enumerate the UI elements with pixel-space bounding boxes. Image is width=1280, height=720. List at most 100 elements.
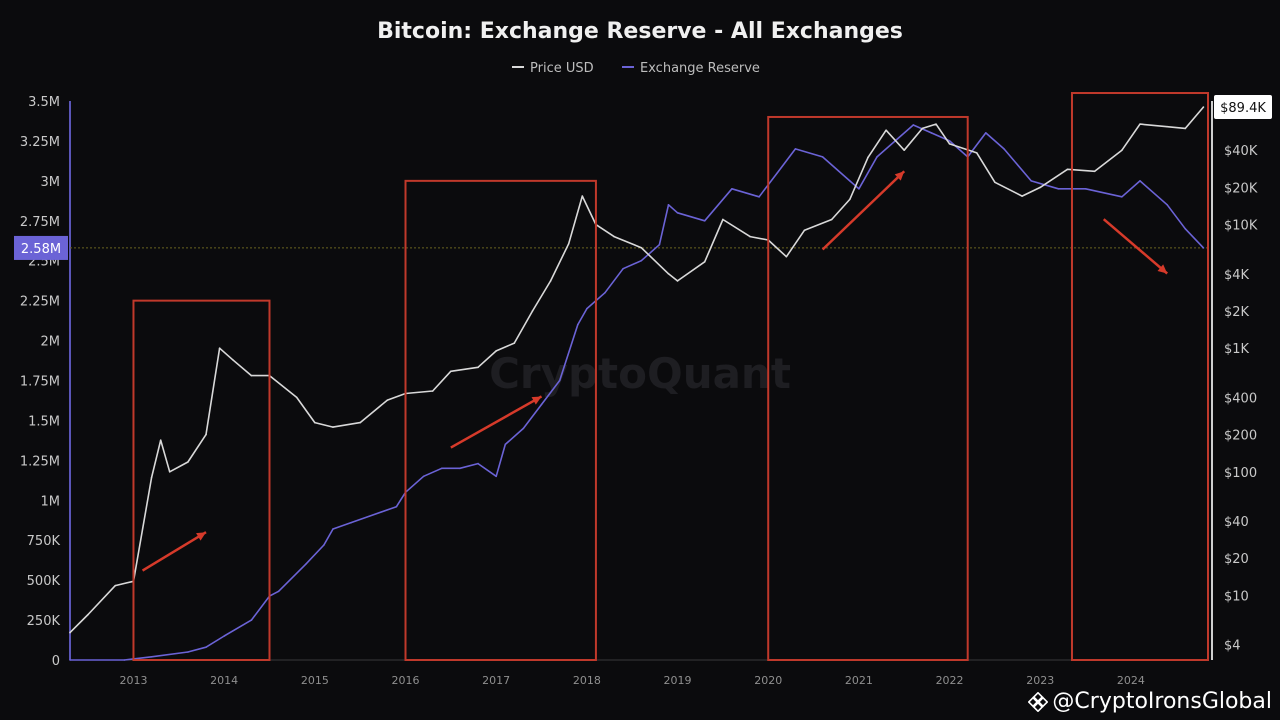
data-point [314, 421, 316, 424]
x-tick-label: 2024 [1117, 674, 1145, 687]
current-value-badges: 2.58M $89.4K [14, 95, 1272, 260]
data-point [540, 403, 543, 406]
data-point [1039, 186, 1042, 189]
right-tick-label: $1K [1224, 342, 1250, 357]
data-point [1184, 127, 1187, 130]
data-point [640, 246, 643, 249]
data-point [513, 342, 516, 344]
data-point [849, 180, 851, 182]
data-point [69, 631, 71, 634]
data-point [395, 505, 398, 508]
watermark: CryptoQuant [489, 349, 791, 398]
data-point [1121, 196, 1123, 198]
data-point [431, 390, 434, 392]
right-tick-label: $20K [1224, 181, 1258, 196]
data-point [1057, 188, 1060, 190]
trend-arrow-head [196, 532, 207, 541]
data-point [422, 475, 425, 478]
data-point [459, 467, 461, 470]
right-tick-label: $40 [1224, 515, 1249, 530]
trend-arrow-head [1157, 264, 1168, 274]
price-badge [1214, 95, 1272, 120]
cycle-box [132, 299, 271, 661]
data-point [304, 563, 307, 565]
left-tick-label: 750K [27, 534, 61, 549]
data-point [250, 619, 253, 621]
data-point [495, 475, 497, 478]
credit-handle: @CryptoIronsGlobal [1052, 689, 1272, 714]
data-point [994, 181, 996, 184]
data-point [903, 149, 906, 151]
right-tick-label: $4 [1224, 639, 1241, 654]
data-point [1093, 170, 1096, 173]
data-point [1003, 148, 1005, 150]
data-point [205, 646, 207, 649]
series-line [69, 106, 1205, 634]
data-point [386, 399, 389, 401]
data-point [703, 219, 706, 222]
data-point [549, 280, 552, 282]
left-tick-label: 250K [27, 614, 61, 629]
x-tick-label: 2015 [301, 674, 329, 687]
data-point [935, 123, 937, 125]
data-point [1066, 168, 1069, 171]
left-tick-label: 1.25M [20, 454, 60, 469]
data-point [440, 467, 443, 470]
data-point [150, 656, 153, 658]
left-tick-label: 2M [41, 335, 61, 350]
data-point [223, 635, 225, 637]
data-point [821, 156, 824, 158]
data-point [867, 156, 869, 159]
data-point [1030, 180, 1032, 182]
data-point [218, 347, 221, 349]
data-point [477, 462, 479, 465]
data-point [604, 291, 606, 294]
credit: @CryptoIronsGlobal [1028, 689, 1272, 714]
data-point [168, 470, 171, 473]
left-tick-label: 0 [52, 654, 60, 669]
x-tick-label: 2019 [664, 674, 692, 687]
trend-arrow-head [531, 396, 542, 405]
data-point [930, 132, 933, 134]
data-point [250, 374, 253, 377]
data-point [985, 132, 987, 134]
right-axis: $4 $10 $20 $40 $100 $200 $400 $1K $2K $4K $10K $20K… [1211, 101, 1258, 660]
price-badge-label: $89.4K [1220, 101, 1266, 116]
data-point [69, 659, 71, 661]
cycle-box [1070, 92, 1209, 661]
data-point [295, 396, 298, 399]
data-point [522, 427, 525, 430]
x-tick-label: 2022 [936, 674, 964, 687]
data-point [676, 212, 679, 214]
data-point [1021, 195, 1023, 197]
data-point [785, 255, 788, 258]
data-point [450, 370, 452, 373]
left-tick-label: 3.25M [20, 135, 60, 150]
data-point [150, 476, 153, 479]
data-point [722, 218, 724, 221]
data-point [531, 310, 534, 312]
left-tick-label: 1M [41, 494, 61, 509]
x-tick-label: 2013 [119, 674, 147, 687]
data-point [205, 433, 207, 436]
data-point [676, 280, 679, 282]
legend-reserve-label: Exchange Reserve [640, 61, 760, 76]
x-tick-label: 2017 [482, 674, 510, 687]
data-point [567, 242, 570, 245]
data-point [350, 521, 352, 524]
data-point [849, 198, 851, 201]
trend-arrow-shaft [141, 531, 207, 572]
data-point [803, 229, 806, 232]
right-tick-label: $400 [1224, 391, 1257, 406]
x-tick-label: 2020 [754, 674, 782, 687]
data-point [477, 366, 479, 369]
trend-arrow-shaft [1102, 218, 1169, 275]
cycle-box [767, 115, 969, 661]
data-point [159, 439, 162, 442]
data-point [830, 218, 833, 221]
left-tick-label: 1.75M [20, 375, 60, 390]
data-point [187, 461, 189, 463]
data-point [87, 613, 89, 616]
data-point [794, 148, 797, 150]
